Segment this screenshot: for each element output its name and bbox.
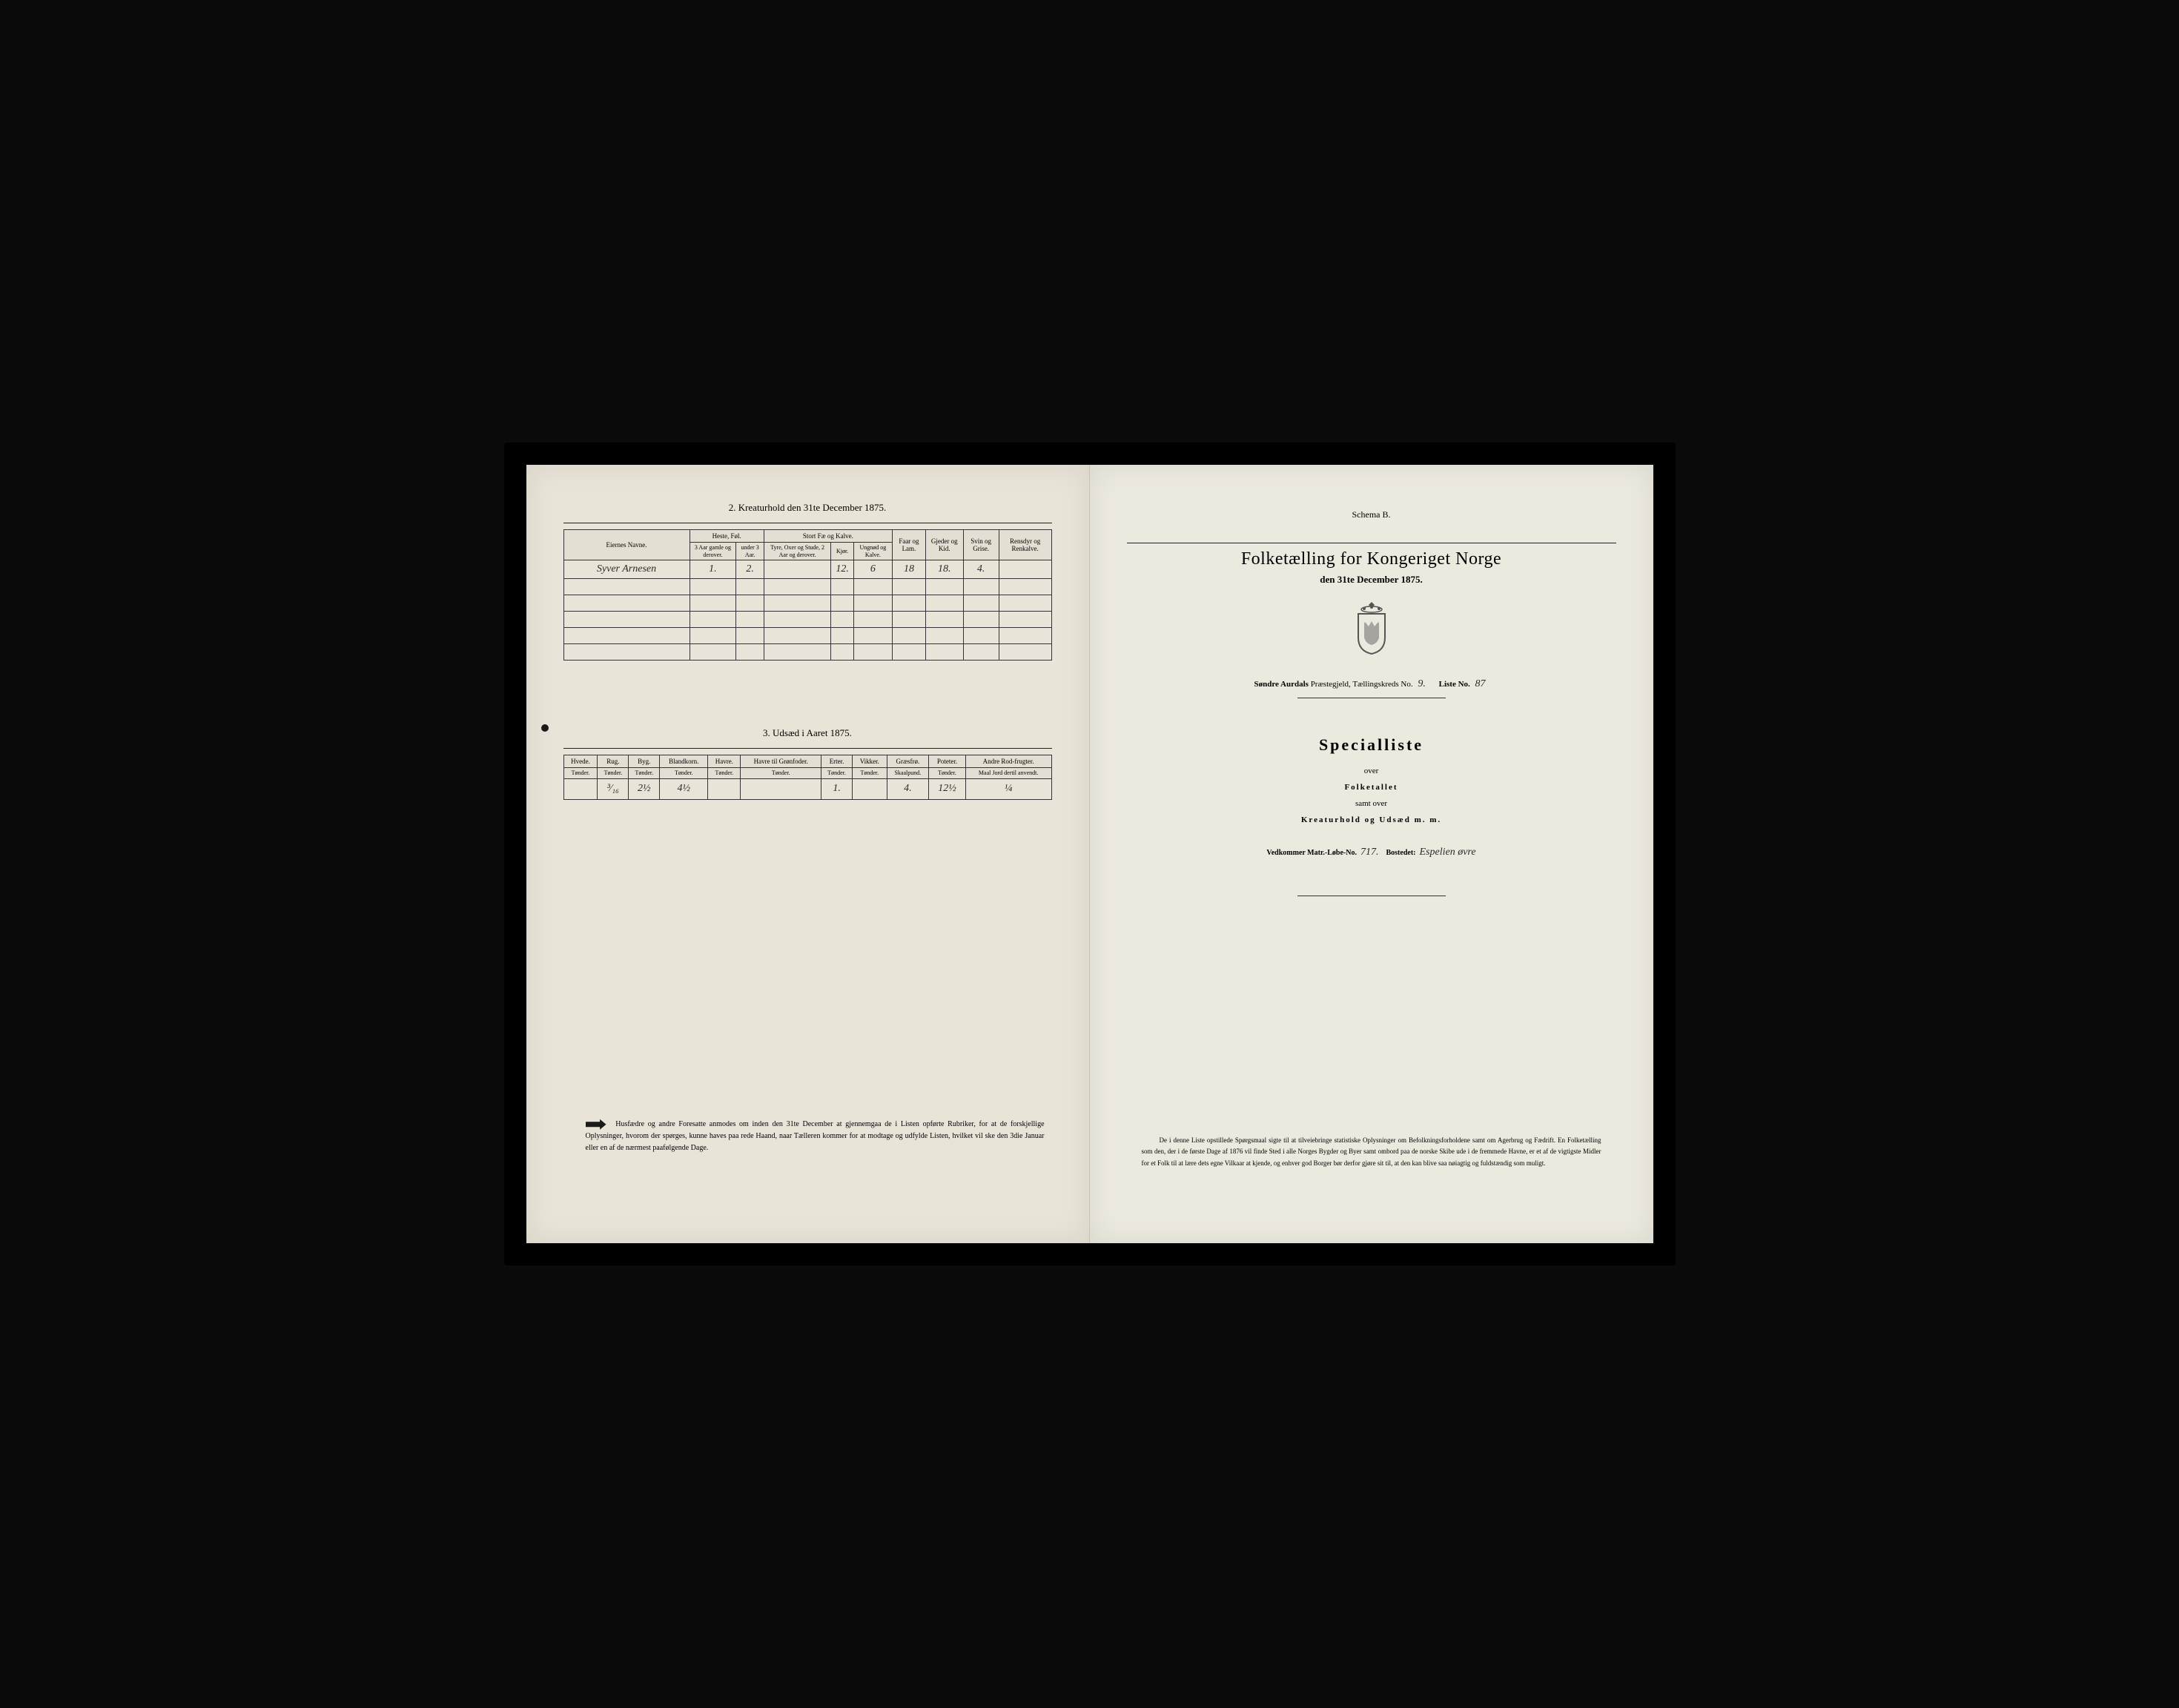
table-row-empty: [563, 595, 1051, 612]
col-rug: Rug.: [598, 755, 629, 768]
cell: ¼: [965, 778, 1051, 799]
punch-hole: [541, 724, 549, 732]
cell: 2½: [629, 778, 660, 799]
document-scan: 2. Kreaturhold den 31te December 1875. E…: [504, 443, 1676, 1265]
right-page: Schema B. Folketælling for Kongeriget No…: [1090, 465, 1653, 1243]
unit: Maal Jord dertil anvendt.: [965, 768, 1051, 779]
col-blandkorn: Blandkorn.: [660, 755, 708, 768]
col-poteter: Poteter.: [929, 755, 966, 768]
footer-note: Husfædre og andre Foresatte anmodes om i…: [586, 1119, 1045, 1154]
samt-over-label: samt over: [1127, 799, 1616, 808]
col-graesfro: Græsfrø.: [887, 755, 929, 768]
col-heste-sub1: 3 Aar gamle og derover.: [690, 543, 736, 560]
col-stort-sub3: Ungnød og Kalve.: [853, 543, 892, 560]
unit: Tønder.: [821, 768, 853, 779]
col-heste-sub2: under 3 Aar.: [736, 543, 764, 560]
specialliste-title: Specialliste: [1127, 735, 1616, 755]
unit: Tønder.: [929, 768, 966, 779]
schema-label: Schema B.: [1127, 509, 1616, 520]
cell: 2.: [736, 560, 764, 579]
parish-prefix: Søndre Aurdals: [1254, 680, 1308, 689]
unit: Tønder.: [660, 768, 708, 779]
kreaturhold-table: Eiernes Navne. Heste, Føl. Stort Fæ og K…: [563, 529, 1052, 661]
col-erter: Erter.: [821, 755, 853, 768]
cell: [563, 778, 598, 799]
matr-no: 717.: [1360, 847, 1379, 858]
col-stortfae: Stort Fæ og Kalve.: [764, 530, 892, 543]
udsaed-table: Hvede. Rug. Byg. Blandkorn. Havre. Havre…: [563, 755, 1052, 800]
unit: Skaalpund.: [887, 768, 929, 779]
cell: 12.: [831, 560, 854, 579]
kreaturhold-line: Kreaturhold og Udsæd m. m.: [1127, 815, 1616, 824]
col-andre: Andre Rod-frugter.: [965, 755, 1051, 768]
divider: [563, 748, 1052, 749]
footer-text: Husfædre og andre Foresatte anmodes om i…: [586, 1120, 1045, 1152]
cell: [764, 560, 830, 579]
cell: 18: [892, 560, 925, 579]
section3-title: 3. Udsæd i Aaret 1875.: [563, 727, 1052, 739]
col-stort-sub2: Kjør.: [831, 543, 854, 560]
table-row-empty: [563, 644, 1051, 661]
cell: [708, 778, 741, 799]
cell: ³⁄₁₆: [598, 778, 629, 799]
col-gjeder: Gjeder og Kid.: [925, 530, 963, 560]
cell: 12½: [929, 778, 966, 799]
cell: [853, 778, 887, 799]
col-byg: Byg.: [629, 755, 660, 768]
liste-label: Liste No.: [1439, 680, 1470, 689]
table-row: ³⁄₁₆ 2½ 4½ 1. 4. 12½ ¼: [563, 778, 1051, 799]
cell: 1.: [821, 778, 853, 799]
bostedet-label: Bostedet:: [1386, 849, 1415, 857]
col-faar: Faar og Lam.: [892, 530, 925, 560]
matr-label: Vedkommer Matr.-Løbe-No.: [1266, 849, 1357, 857]
bostedet-value: Espelien øvre: [1419, 847, 1475, 858]
cell: 18.: [925, 560, 963, 579]
unit: Tønder.: [629, 768, 660, 779]
col-stort-sub1: Tyre, Oxer og Stude, 2 Aar og derover.: [764, 543, 830, 560]
table-row: Syver Arnesen 1. 2. 12. 6 18 18. 4.: [563, 560, 1051, 579]
table-row-empty: [563, 628, 1051, 644]
pointer-icon: [586, 1119, 606, 1130]
kreds-no: 9.: [1418, 678, 1426, 689]
col-name: Eiernes Navne.: [563, 530, 690, 560]
over-label: over: [1127, 767, 1616, 775]
folketallet-label: Folketallet: [1127, 783, 1616, 792]
unit: Tønder.: [853, 768, 887, 779]
unit: Tønder.: [598, 768, 629, 779]
cell: 6: [853, 560, 892, 579]
bottom-paragraph: De i denne Liste opstillede Spørgsmaal s…: [1142, 1135, 1601, 1169]
col-heste: Heste, Føl.: [690, 530, 764, 543]
liste-no: 87: [1475, 678, 1486, 689]
matr-line: Vedkommer Matr.-Løbe-No. 717. Bostedet: …: [1127, 847, 1616, 858]
cell: 1.: [690, 560, 736, 579]
section2-title: 2. Kreaturhold den 31te December 1875.: [563, 502, 1052, 514]
col-havre: Havre.: [708, 755, 741, 768]
col-svin: Svin og Grise.: [963, 530, 999, 560]
col-vikker: Vikker.: [853, 755, 887, 768]
unit: Tønder.: [563, 768, 598, 779]
parish-label: Præstegjeld, Tællingskreds No.: [1311, 680, 1413, 689]
cell: 4.: [963, 560, 999, 579]
cell: [999, 560, 1051, 579]
left-page: 2. Kreaturhold den 31te December 1875. E…: [526, 465, 1090, 1243]
col-hvede: Hvede.: [563, 755, 598, 768]
table-row-empty: [563, 579, 1051, 595]
parish-line: Søndre Aurdals Præstegjeld, Tællingskred…: [1127, 678, 1616, 690]
unit: Tønder.: [708, 768, 741, 779]
coat-of-arms-icon: [1349, 600, 1394, 656]
unit: Tønder.: [741, 768, 821, 779]
main-title: Folketælling for Kongeriget Norge: [1127, 549, 1616, 569]
cell: 4.: [887, 778, 929, 799]
date-line: den 31te December 1875.: [1127, 574, 1616, 586]
cell-name: Syver Arnesen: [563, 560, 690, 579]
col-rensdyr: Rensdyr og Renkalve.: [999, 530, 1051, 560]
cell: [741, 778, 821, 799]
col-havregron: Havre til Grønfoder.: [741, 755, 821, 768]
table-row-empty: [563, 612, 1051, 628]
cell: 4½: [660, 778, 708, 799]
